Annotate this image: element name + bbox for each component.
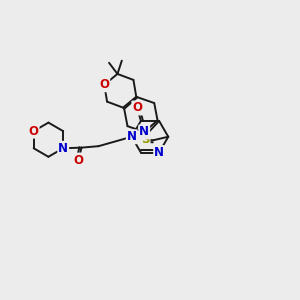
Text: N: N <box>154 146 164 159</box>
Text: O: O <box>132 101 142 115</box>
Text: O: O <box>99 78 109 91</box>
Text: N: N <box>58 142 68 155</box>
Text: S: S <box>141 133 150 146</box>
Text: O: O <box>74 154 83 166</box>
Text: N: N <box>127 130 137 143</box>
Text: N: N <box>139 125 149 139</box>
Text: O: O <box>28 125 39 138</box>
